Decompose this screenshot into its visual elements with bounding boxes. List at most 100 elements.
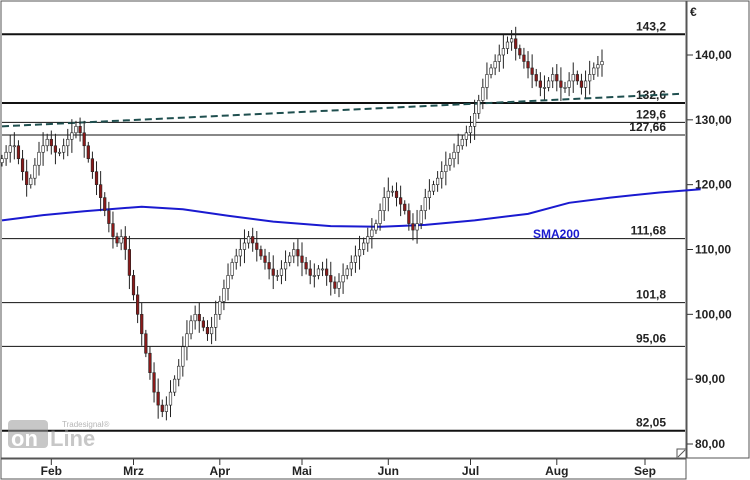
candle-up (74, 126, 78, 134)
candle-up (505, 41, 510, 49)
candle-down (259, 249, 263, 257)
candle-up (481, 87, 485, 101)
candle-down (579, 80, 584, 88)
candle-down (136, 294, 140, 315)
candle-up (390, 190, 395, 193)
x-tick-label: Mai (292, 464, 312, 478)
candle-up (41, 145, 45, 153)
candle-up (320, 268, 325, 271)
sma200-line (1, 188, 701, 228)
candle-up (456, 145, 460, 153)
candle-up (316, 268, 321, 276)
candle-down (94, 171, 99, 185)
candle-down (555, 74, 559, 82)
y-tick-label: 90,00 (695, 372, 725, 386)
candle-up (4, 151, 8, 160)
candle-up (427, 190, 431, 198)
candle-down (107, 210, 111, 224)
candle-up (440, 171, 444, 179)
candle-down (399, 197, 403, 205)
level-label: 82,05 (636, 416, 666, 430)
candle-up (551, 74, 555, 82)
candle-up (374, 223, 378, 231)
candle-down (514, 38, 518, 49)
candle-down (271, 268, 275, 276)
candle-down (538, 80, 542, 88)
candle-up (542, 87, 547, 89)
candle-down (144, 333, 148, 354)
candle-down (111, 223, 115, 237)
svg-text:on: on (11, 426, 38, 451)
candle-up (37, 151, 41, 166)
candle-down (308, 268, 312, 276)
candle-down (304, 262, 308, 270)
candle-up (600, 61, 604, 66)
candle-up (57, 151, 62, 154)
candle-up (246, 236, 251, 244)
level-label: 111,68 (631, 224, 667, 238)
candle-down (530, 67, 534, 75)
candle-up (181, 346, 185, 367)
x-tick-label: Feb (41, 464, 62, 478)
candle-up (571, 74, 575, 82)
candle-up (226, 275, 230, 289)
candle-up (464, 132, 468, 140)
candle-up (62, 145, 66, 153)
candle-up (279, 268, 284, 276)
candle-up (209, 326, 214, 335)
candle-up (460, 138, 464, 147)
candle-down (522, 54, 526, 62)
candle-down (148, 352, 152, 373)
candle-down (263, 255, 267, 263)
candle-down (325, 268, 329, 276)
candle-down (300, 255, 304, 263)
plot-frame (0, 0, 687, 459)
candle-up (468, 126, 473, 134)
candle-up (234, 255, 238, 263)
candle-up (563, 87, 567, 89)
x-tick-label: Mrz (123, 464, 144, 478)
candle-up (489, 67, 493, 75)
candle-up (509, 38, 514, 43)
candle-down (329, 275, 333, 283)
candle-up (193, 314, 197, 322)
candle-down (296, 249, 300, 257)
candle-up (218, 301, 222, 315)
candle-up (452, 151, 456, 160)
level-label: 95,06 (636, 331, 666, 345)
candle-down (16, 145, 21, 160)
candle-up (357, 249, 362, 257)
candle-down (78, 126, 82, 134)
candle-up (345, 268, 349, 276)
candle-up (242, 242, 247, 250)
candle-up (185, 333, 189, 348)
candle-up (588, 74, 592, 82)
level-label: 101,8 (636, 288, 666, 302)
candle-down (53, 145, 58, 153)
candle-up (592, 67, 596, 75)
x-tick-label: Jul (462, 464, 479, 478)
candle-up (33, 164, 37, 179)
y-tick-label: 110,00 (695, 243, 731, 257)
candle-down (140, 314, 144, 335)
candle-down (201, 320, 205, 328)
candle-up (431, 184, 436, 192)
candle-down (526, 61, 530, 69)
candle-down (156, 391, 160, 406)
candle-down (575, 74, 579, 82)
candle-down (127, 249, 131, 276)
candle-up (12, 145, 16, 148)
candle-down (518, 48, 522, 56)
x-tick-label: Sep (634, 464, 656, 478)
candle-up (29, 177, 33, 185)
candle-up (378, 210, 382, 224)
x-tick-label: Jun (378, 464, 399, 478)
x-tick-label: Apr (209, 464, 230, 478)
candle-up (230, 262, 234, 276)
candle-up (66, 138, 70, 147)
resize-corner-icon[interactable] (676, 448, 687, 459)
candle-down (123, 236, 127, 250)
candle-up (596, 64, 600, 69)
candle-up (353, 255, 358, 263)
